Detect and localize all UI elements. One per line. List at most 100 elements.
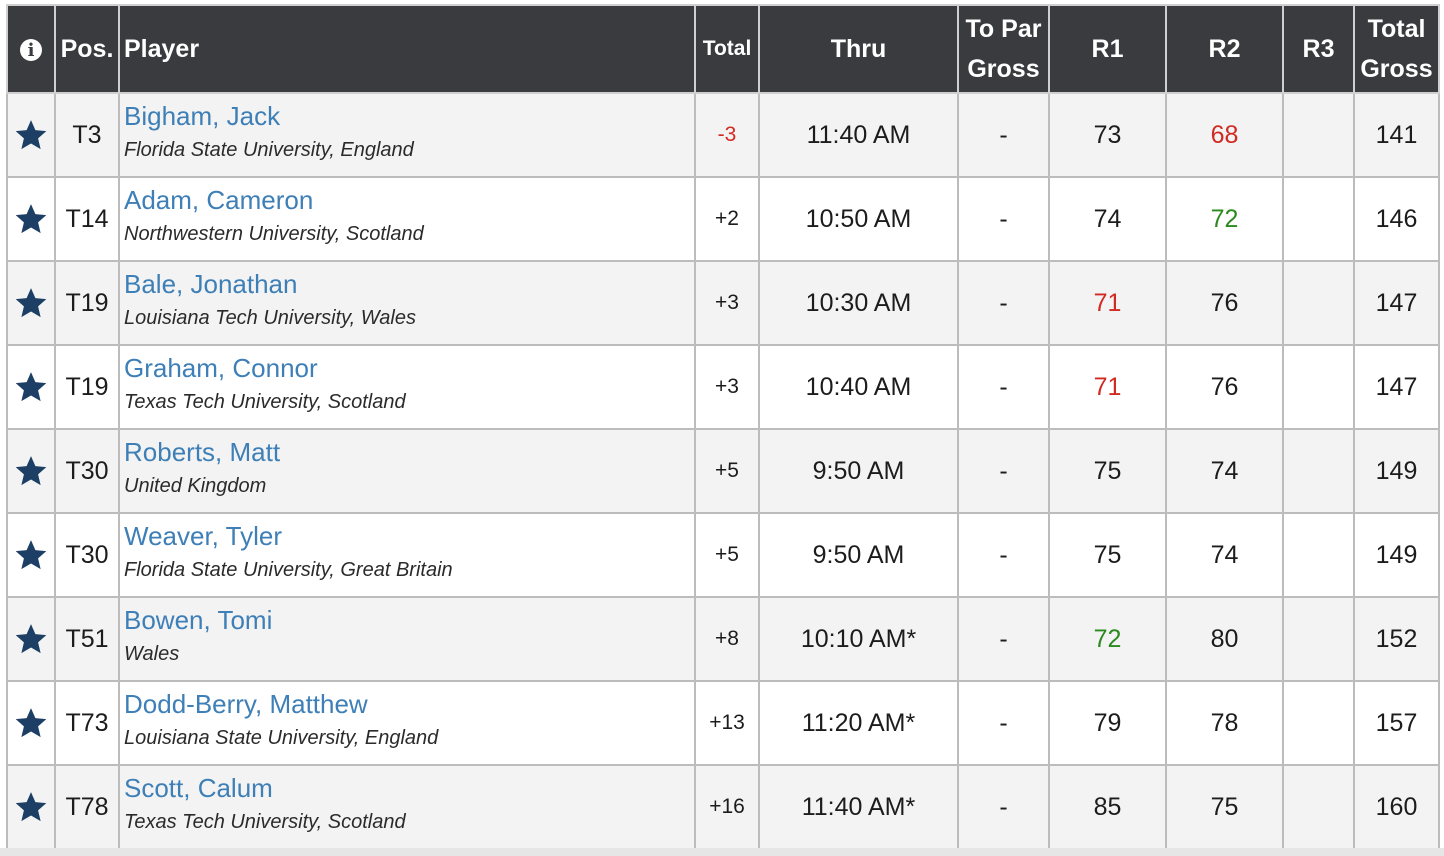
player-name-link[interactable]: Weaver, Tyler	[124, 521, 282, 551]
leaderboard-table: i Pos. Player Total Thru To Par Gross R1…	[6, 4, 1440, 850]
table-row: T30 Weaver, Tyler Florida State Universi…	[6, 512, 1440, 598]
player-cell: Roberts, Matt United Kingdom	[118, 428, 696, 514]
star-icon[interactable]	[14, 118, 48, 152]
player-school: United Kingdom	[124, 475, 267, 497]
total-gross-cell: 160	[1353, 764, 1440, 850]
info-icon[interactable]: i	[20, 39, 42, 62]
r2-cell: 76	[1165, 344, 1284, 430]
r1-cell: 72	[1048, 596, 1167, 682]
r1-cell: 79	[1048, 680, 1167, 766]
thru-column-header[interactable]: Thru	[758, 4, 959, 94]
table-row: T3 Bigham, Jack Florida State University…	[6, 92, 1440, 178]
player-name-link[interactable]: Bale, Jonathan	[124, 269, 298, 299]
favorite-cell[interactable]	[6, 260, 56, 346]
favorite-cell[interactable]	[6, 512, 56, 598]
r3-cell	[1282, 260, 1355, 346]
thru-cell: 9:50 AM	[758, 428, 959, 514]
to-par-gross-cell: -	[957, 428, 1050, 514]
to-par-gross-cell: -	[957, 176, 1050, 262]
r2-cell: 75	[1165, 764, 1284, 850]
to-par-gross-cell: -	[957, 260, 1050, 346]
r2-cell: 76	[1165, 260, 1284, 346]
table-row: T19 Bale, Jonathan Louisiana Tech Univer…	[6, 260, 1440, 346]
total-gross-header-line2: Gross	[1360, 55, 1433, 83]
player-column-header[interactable]: Player	[118, 4, 696, 94]
r1-cell: 85	[1048, 764, 1167, 850]
r3-cell	[1282, 596, 1355, 682]
favorite-cell[interactable]	[6, 92, 56, 178]
to-par-gross-cell: -	[957, 596, 1050, 682]
player-name-link[interactable]: Dodd-Berry, Matthew	[124, 689, 368, 719]
r2-column-header[interactable]: R2	[1165, 4, 1284, 94]
total-cell: +5	[694, 428, 760, 514]
r3-cell	[1282, 344, 1355, 430]
r2-cell: 80	[1165, 596, 1284, 682]
total-gross-column-header[interactable]: Total Gross	[1353, 4, 1440, 94]
player-school: Northwestern University, Scotland	[124, 223, 424, 245]
r1-cell: 71	[1048, 344, 1167, 430]
favorite-cell[interactable]	[6, 764, 56, 850]
r3-cell	[1282, 428, 1355, 514]
player-cell: Scott, Calum Texas Tech University, Scot…	[118, 764, 696, 850]
player-school: Texas Tech University, Scotland	[124, 391, 406, 413]
star-icon[interactable]	[14, 790, 48, 824]
header-row: i Pos. Player Total Thru To Par Gross R1…	[6, 4, 1440, 94]
table-row: T30 Roberts, Matt United Kingdom +5 9:50…	[6, 428, 1440, 514]
player-school: Texas Tech University, Scotland	[124, 811, 406, 833]
star-icon[interactable]	[14, 370, 48, 404]
player-cell: Adam, Cameron Northwestern University, S…	[118, 176, 696, 262]
player-cell: Bale, Jonathan Louisiana Tech University…	[118, 260, 696, 346]
favorite-cell[interactable]	[6, 176, 56, 262]
thru-cell: 10:30 AM	[758, 260, 959, 346]
to-par-gross-column-header[interactable]: To Par Gross	[957, 4, 1050, 94]
r2-cell: 78	[1165, 680, 1284, 766]
to-par-gross-cell: -	[957, 92, 1050, 178]
table-bottom-edge	[0, 848, 1444, 856]
player-name-link[interactable]: Graham, Connor	[124, 353, 318, 383]
position-cell: T3	[54, 92, 120, 178]
favorite-cell[interactable]	[6, 428, 56, 514]
player-name-link[interactable]: Bigham, Jack	[124, 101, 281, 131]
position-cell: T30	[54, 512, 120, 598]
favorite-cell[interactable]	[6, 596, 56, 682]
star-icon[interactable]	[14, 286, 48, 320]
position-cell: T30	[54, 428, 120, 514]
thru-cell: 10:50 AM	[758, 176, 959, 262]
star-icon[interactable]	[14, 622, 48, 656]
player-school: Louisiana State University, England	[124, 727, 439, 749]
star-icon[interactable]	[14, 706, 48, 740]
player-name-link[interactable]: Scott, Calum	[124, 773, 273, 803]
r2-cell: 74	[1165, 512, 1284, 598]
info-column-header[interactable]: i	[6, 4, 56, 94]
r1-cell: 75	[1048, 512, 1167, 598]
player-name-link[interactable]: Bowen, Tomi	[124, 605, 273, 635]
favorite-cell[interactable]	[6, 680, 56, 766]
total-cell: +3	[694, 344, 760, 430]
star-icon[interactable]	[14, 454, 48, 488]
to-par-gross-cell: -	[957, 764, 1050, 850]
r1-column-header[interactable]: R1	[1048, 4, 1167, 94]
to-par-gross-cell: -	[957, 680, 1050, 766]
player-name-link[interactable]: Adam, Cameron	[124, 185, 314, 215]
total-cell: +3	[694, 260, 760, 346]
star-icon[interactable]	[14, 538, 48, 572]
total-gross-header-line1: Total	[1367, 15, 1426, 43]
r1-cell: 74	[1048, 176, 1167, 262]
total-cell: -3	[694, 92, 760, 178]
table-row: T73 Dodd-Berry, Matthew Louisiana State …	[6, 680, 1440, 766]
player-name-link[interactable]: Roberts, Matt	[124, 437, 281, 467]
thru-cell: 10:40 AM	[758, 344, 959, 430]
thru-cell: 11:40 AM	[758, 92, 959, 178]
total-column-header[interactable]: Total	[694, 4, 760, 94]
total-cell: +2	[694, 176, 760, 262]
thru-cell: 10:10 AM*	[758, 596, 959, 682]
favorite-cell[interactable]	[6, 344, 56, 430]
r3-cell	[1282, 764, 1355, 850]
star-icon[interactable]	[14, 202, 48, 236]
player-cell: Bigham, Jack Florida State University, E…	[118, 92, 696, 178]
total-gross-cell: 147	[1353, 344, 1440, 430]
r3-cell	[1282, 176, 1355, 262]
pos-column-header[interactable]: Pos.	[54, 4, 120, 94]
player-cell: Weaver, Tyler Florida State University, …	[118, 512, 696, 598]
r3-column-header[interactable]: R3	[1282, 4, 1355, 94]
